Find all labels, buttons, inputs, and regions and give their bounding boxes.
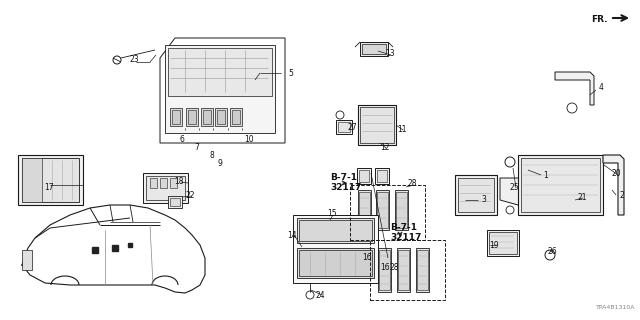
Bar — [370, 240, 445, 300]
Bar — [489, 232, 517, 254]
Text: 20: 20 — [612, 169, 621, 178]
Bar — [170, 108, 182, 126]
Bar — [379, 250, 390, 290]
Text: B-7-1: B-7-1 — [330, 173, 357, 182]
Text: 8: 8 — [209, 150, 214, 159]
Bar — [338, 122, 350, 132]
Text: 12: 12 — [380, 143, 390, 153]
Text: 11: 11 — [397, 125, 406, 134]
Bar — [165, 45, 275, 133]
Bar — [230, 108, 242, 126]
Text: 27: 27 — [347, 123, 356, 132]
Bar — [358, 105, 396, 145]
Bar — [377, 170, 387, 182]
Bar — [398, 250, 409, 290]
Text: 21: 21 — [577, 193, 586, 202]
Bar — [336, 120, 352, 134]
Bar — [357, 258, 367, 272]
Text: 16: 16 — [380, 262, 390, 271]
Bar — [22, 158, 79, 202]
Bar — [350, 185, 425, 240]
Bar — [170, 178, 177, 188]
Text: 18: 18 — [174, 178, 184, 187]
Bar — [360, 107, 394, 143]
Bar — [358, 190, 371, 230]
Bar — [232, 110, 240, 124]
Bar — [359, 170, 369, 182]
Text: 14: 14 — [287, 230, 296, 239]
Text: 25: 25 — [510, 182, 520, 191]
Bar — [378, 248, 391, 292]
Polygon shape — [603, 155, 624, 215]
Bar — [293, 215, 378, 283]
Bar — [299, 220, 372, 241]
Text: FR.: FR. — [591, 15, 608, 25]
Bar — [360, 42, 388, 56]
Bar — [362, 44, 386, 54]
Bar — [417, 250, 428, 290]
Text: 19: 19 — [489, 241, 499, 250]
Text: 32117: 32117 — [330, 183, 362, 193]
Bar — [416, 248, 429, 292]
Bar — [357, 168, 371, 184]
Text: 7: 7 — [194, 143, 199, 153]
Text: 28: 28 — [408, 180, 417, 188]
Bar — [375, 168, 389, 184]
Text: 13: 13 — [385, 49, 395, 58]
Bar — [160, 178, 167, 188]
Bar — [397, 248, 410, 292]
Bar — [18, 155, 83, 205]
Bar — [455, 175, 497, 215]
Bar — [359, 260, 365, 270]
Text: 26: 26 — [547, 247, 557, 257]
Text: 32117: 32117 — [390, 234, 421, 243]
Text: 3: 3 — [481, 196, 486, 204]
Text: 28: 28 — [390, 262, 399, 271]
Bar — [217, 110, 225, 124]
Bar — [188, 110, 196, 124]
Polygon shape — [555, 72, 594, 105]
Bar — [458, 178, 494, 212]
Bar — [297, 248, 374, 278]
Text: 2: 2 — [619, 190, 624, 199]
Text: 6: 6 — [180, 135, 185, 145]
Text: B-7-1: B-7-1 — [390, 223, 417, 233]
Bar — [377, 192, 388, 228]
Text: 23: 23 — [130, 55, 140, 65]
Bar — [186, 108, 198, 126]
Text: 5: 5 — [288, 68, 293, 77]
Bar — [521, 158, 600, 212]
Text: 22: 22 — [185, 191, 195, 201]
Polygon shape — [500, 178, 522, 205]
Bar — [518, 155, 603, 215]
Text: 16: 16 — [362, 253, 372, 262]
Bar — [203, 110, 211, 124]
Text: 10: 10 — [244, 135, 253, 145]
Bar — [201, 108, 213, 126]
Bar — [396, 192, 407, 228]
Text: 24: 24 — [315, 291, 324, 300]
Text: 15: 15 — [327, 209, 337, 218]
Bar — [146, 176, 185, 200]
Text: 9: 9 — [217, 158, 222, 167]
Bar — [170, 198, 180, 206]
Bar — [172, 110, 180, 124]
Bar — [487, 230, 519, 256]
Bar — [299, 250, 372, 276]
Text: TPA4B1310A: TPA4B1310A — [595, 305, 635, 310]
Text: 4: 4 — [599, 84, 604, 92]
Bar — [22, 158, 42, 202]
Text: 17: 17 — [44, 182, 54, 191]
Bar — [297, 218, 374, 243]
Bar — [376, 190, 389, 230]
Bar — [168, 48, 272, 96]
Bar — [22, 250, 32, 270]
Bar — [168, 196, 182, 208]
Bar — [143, 173, 188, 203]
Bar — [395, 190, 408, 230]
Bar — [150, 178, 157, 188]
Text: 1: 1 — [543, 171, 548, 180]
Bar — [359, 192, 370, 228]
Bar — [215, 108, 227, 126]
